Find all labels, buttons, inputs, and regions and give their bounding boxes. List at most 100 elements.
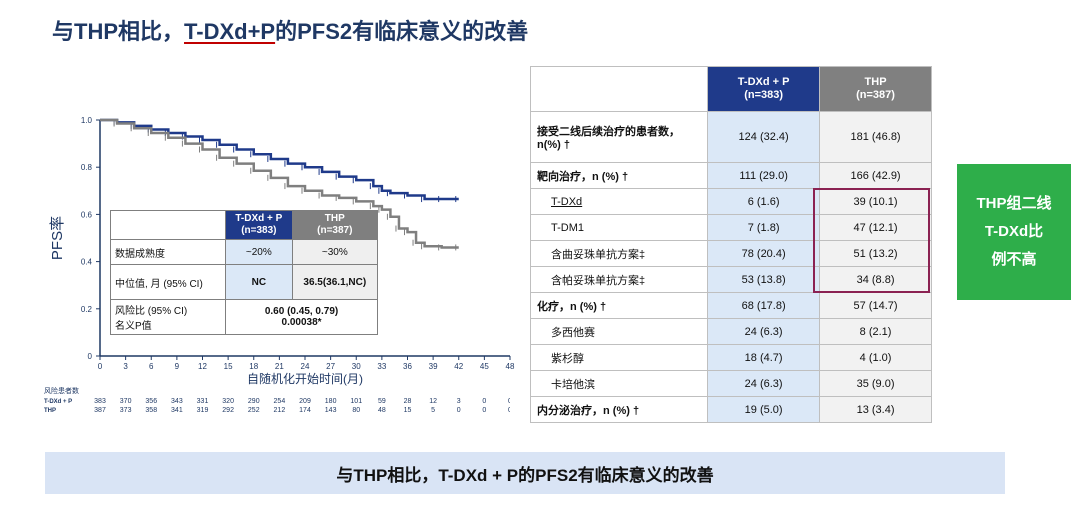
risk-count: 343 — [171, 398, 183, 405]
inset-header-tdxd: T-DXd + P (n=383) — [225, 210, 293, 240]
km-curve-tdxd — [100, 118, 459, 201]
rt-row: 化疗，n (%) † 68 (17.8) 57 (14.7) — [529, 292, 932, 319]
risk-count: 12 — [429, 398, 437, 405]
rt-cell-tdxd: 78 (20.4) — [707, 240, 821, 267]
risk-count: 383 — [94, 398, 106, 405]
rt-cell-tdxd: 7 (1.8) — [707, 214, 821, 241]
risk-count: 0 — [482, 398, 486, 405]
title-part1: 与THP相比， — [52, 19, 185, 44]
callout-line: T-DXd比 — [984, 223, 1044, 240]
rt-cell-tdxd: 19 (5.0) — [707, 396, 821, 423]
rt-row-label: 含帕妥珠单抗方案‡ — [529, 266, 709, 293]
inset-cell: 36.5(36.1,NC) — [291, 264, 379, 300]
title-underlined: T-DXd+P — [184, 19, 276, 44]
rt-row: 卡培他滨 24 (6.3) 35 (9.0) — [529, 370, 932, 397]
risk-count: 48 — [378, 407, 386, 414]
inset-row-label: 数据成熟度 — [109, 239, 227, 265]
y-tick-label: 0.8 — [81, 163, 93, 172]
x-tick-label: 21 — [275, 362, 284, 371]
rt-cell-thp: 57 (14.7) — [819, 292, 932, 319]
risk-count: 320 — [222, 398, 234, 405]
rt-cell-thp: 51 (13.2) — [819, 240, 932, 267]
rt-row: 含曲妥珠单抗方案‡ 78 (20.4) 51 (13.2) — [529, 240, 932, 267]
risk-count: 252 — [248, 407, 260, 414]
rt-cell-thp: 181 (46.8) — [819, 111, 932, 163]
risk-count: 387 — [94, 407, 106, 414]
y-axis-label: PFS率 — [49, 216, 66, 260]
rt-cell-tdxd: 24 (6.3) — [707, 370, 821, 397]
x-tick-label: 33 — [377, 362, 386, 371]
rt-row-label: 化疗，n (%) † — [529, 292, 709, 319]
risk-count: 0 — [508, 407, 510, 414]
subsequent-therapy-table: T-DXd + P (n=383) THP (n=387) 接受二线后续治疗的患… — [529, 66, 932, 423]
risk-count: 80 — [352, 407, 360, 414]
x-tick-label: 0 — [98, 362, 103, 371]
rt-row: 靶向治疗，n (%) † 111 (29.0) 166 (42.9) — [529, 162, 932, 189]
inset-row-label: 风险比 (95% CI) 名义P值 — [109, 299, 227, 335]
risk-count: 356 — [145, 398, 157, 405]
x-tick-label: 36 — [403, 362, 412, 371]
risk-count: 59 — [378, 398, 386, 405]
x-tick-label: 30 — [352, 362, 361, 371]
rt-cell-tdxd: 18 (4.7) — [707, 344, 821, 371]
risk-count: 209 — [299, 398, 311, 405]
risk-row-label: T-DXd + P — [44, 399, 72, 405]
rt-cell-tdxd: 111 (29.0) — [707, 162, 821, 189]
risk-count: 373 — [120, 407, 132, 414]
y-tick-label: 0.2 — [81, 305, 93, 314]
inset-header-thp: THP (n=387) — [291, 210, 379, 240]
rt-cell-thp: 13 (3.4) — [819, 396, 932, 423]
rt-row-label: 靶向治疗，n (%) † — [529, 162, 709, 189]
risk-row-label: THP — [44, 408, 56, 414]
rt-header-tdxd: T-DXd + P (n=383) — [707, 66, 821, 112]
rt-row-label: 含曲妥珠单抗方案‡ — [529, 240, 709, 267]
rt-cell-thp: 166 (42.9) — [819, 162, 932, 189]
risk-count: 370 — [120, 398, 132, 405]
risk-count: 290 — [248, 398, 260, 405]
x-tick-label: 24 — [301, 362, 310, 371]
x-tick-label: 18 — [249, 362, 258, 371]
callout-line: 例不高 — [991, 251, 1037, 268]
risk-count: 0 — [457, 407, 461, 414]
x-tick-label: 6 — [149, 362, 154, 371]
risk-table: 风险患者数 — [44, 386, 79, 396]
rt-row: 紫杉醇 18 (4.7) 4 (1.0) — [529, 344, 932, 371]
rt-row-label: 卡培他滨 — [529, 370, 709, 397]
rt-cell-thp: 35 (9.0) — [819, 370, 932, 397]
rt-cell-tdxd: 6 (1.6) — [707, 188, 821, 215]
rt-row-label: 多西他赛 — [529, 318, 709, 345]
x-tick-label: 48 — [506, 362, 515, 371]
inset-cell: NC — [225, 264, 293, 300]
rt-corner — [529, 66, 709, 112]
inset-cell: ~20% — [225, 239, 293, 265]
banner-text: 与THP相比，T-DXd + P的PFS2有临床意义的改善 — [336, 465, 714, 485]
x-tick-label: 39 — [429, 362, 438, 371]
rt-row-label: T-DM1 — [529, 214, 709, 241]
risk-count: 254 — [274, 398, 286, 405]
x-tick-label: 42 — [454, 362, 463, 371]
rt-cell-thp: 39 (10.1) — [819, 188, 932, 215]
inset-merged-cell: 0.60 (0.45, 0.79) 0.00038* — [225, 299, 378, 335]
risk-count: 5 — [431, 407, 435, 414]
callout-box: THP组二线 T-DXd比 例不高 — [957, 164, 1071, 300]
rt-row-label: 紫杉醇 — [529, 344, 709, 371]
rt-row: 内分泌治疗，n (%) † 19 (5.0) 13 (3.4) — [529, 396, 932, 423]
x-tick-label: 3 — [123, 362, 128, 371]
rt-row: T-DXd 6 (1.6) 39 (10.1) — [529, 188, 932, 215]
inset-corner — [109, 210, 227, 240]
risk-count: 174 — [299, 407, 311, 414]
y-tick-label: 0 — [88, 352, 93, 361]
rt-header-thp: THP (n=387) — [819, 66, 932, 112]
x-tick-label: 9 — [175, 362, 180, 371]
risk-count: 319 — [197, 407, 209, 414]
risk-count: 212 — [274, 407, 286, 414]
page-title: 与THP相比，T-DXd+P的PFS2有临床意义的改善 — [52, 14, 528, 46]
x-tick-label: 27 — [326, 362, 335, 371]
x-tick-label: 15 — [224, 362, 233, 371]
risk-numbers: T-DXd + P 383 370 356 343 331 320 290 254 209 180 1… — [44, 398, 510, 414]
y-tick-label: 1.0 — [81, 116, 93, 125]
rt-cell-tdxd: 68 (17.8) — [707, 292, 821, 319]
risk-count: 292 — [222, 407, 234, 414]
rt-cell-thp: 47 (12.1) — [819, 214, 932, 241]
rt-row-label: 内分泌治疗，n (%) † — [529, 396, 709, 423]
